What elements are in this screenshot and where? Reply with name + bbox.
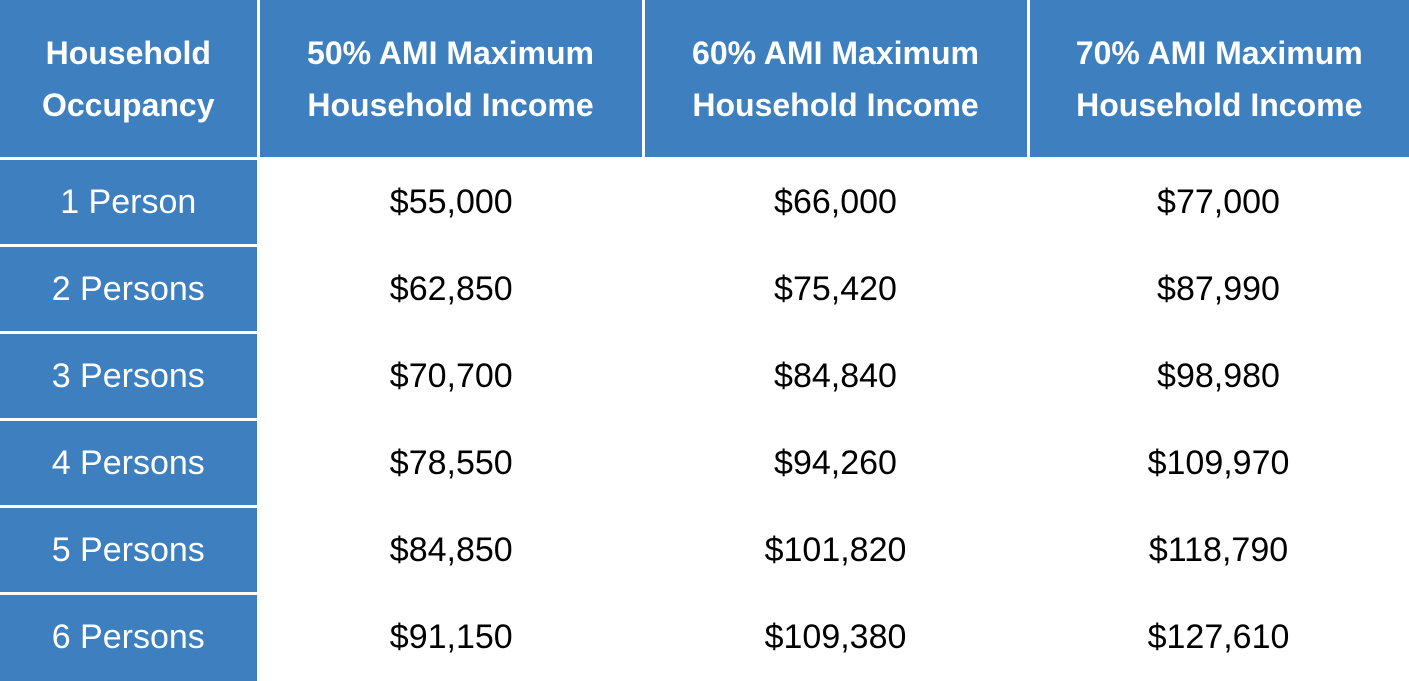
occupancy-cell: 3 Persons — [0, 333, 258, 420]
ami-70-cell: $109,970 — [1028, 420, 1409, 507]
header-line: 60% AMI Maximum — [645, 27, 1027, 79]
header-household-occupancy: Household Occupancy — [0, 0, 258, 159]
ami-60-cell: $109,380 — [643, 594, 1028, 681]
header-60-ami: 60% AMI Maximum Household Income — [643, 0, 1028, 159]
occupancy-cell: 1 Person — [0, 159, 258, 246]
ami-50-cell: $91,150 — [258, 594, 643, 681]
ami-60-cell: $66,000 — [643, 159, 1028, 246]
ami-50-cell: $55,000 — [258, 159, 643, 246]
occupancy-cell: 4 Persons — [0, 420, 258, 507]
header-line: Household Income — [1030, 79, 1409, 131]
occupancy-cell: 5 Persons — [0, 507, 258, 594]
header-row: Household Occupancy 50% AMI Maximum Hous… — [0, 0, 1409, 159]
ami-50-cell: $78,550 — [258, 420, 643, 507]
header-line: Household — [0, 27, 257, 79]
table-row: 3 Persons $70,700 $84,840 $98,980 — [0, 333, 1409, 420]
table-header: Household Occupancy 50% AMI Maximum Hous… — [0, 0, 1409, 159]
ami-70-cell: $77,000 — [1028, 159, 1409, 246]
header-line: 50% AMI Maximum — [260, 27, 642, 79]
header-line: Household Income — [645, 79, 1027, 131]
header-line: 70% AMI Maximum — [1030, 27, 1409, 79]
ami-60-cell: $101,820 — [643, 507, 1028, 594]
ami-60-cell: $84,840 — [643, 333, 1028, 420]
table-row: 6 Persons $91,150 $109,380 $127,610 — [0, 594, 1409, 681]
table-row: 5 Persons $84,850 $101,820 $118,790 — [0, 507, 1409, 594]
header-70-ami: 70% AMI Maximum Household Income — [1028, 0, 1409, 159]
ami-70-cell: $118,790 — [1028, 507, 1409, 594]
ami-70-cell: $87,990 — [1028, 246, 1409, 333]
ami-50-cell: $62,850 — [258, 246, 643, 333]
table-body: 1 Person $55,000 $66,000 $77,000 2 Perso… — [0, 159, 1409, 681]
table-row: 4 Persons $78,550 $94,260 $109,970 — [0, 420, 1409, 507]
table-row: 2 Persons $62,850 $75,420 $87,990 — [0, 246, 1409, 333]
ami-60-cell: $75,420 — [643, 246, 1028, 333]
header-50-ami: 50% AMI Maximum Household Income — [258, 0, 643, 159]
ami-50-cell: $84,850 — [258, 507, 643, 594]
header-line: Occupancy — [0, 79, 257, 131]
occupancy-cell: 2 Persons — [0, 246, 258, 333]
occupancy-cell: 6 Persons — [0, 594, 258, 681]
ami-60-cell: $94,260 — [643, 420, 1028, 507]
table-row: 1 Person $55,000 $66,000 $77,000 — [0, 159, 1409, 246]
ami-70-cell: $98,980 — [1028, 333, 1409, 420]
ami-70-cell: $127,610 — [1028, 594, 1409, 681]
ami-50-cell: $70,700 — [258, 333, 643, 420]
header-line: Household Income — [260, 79, 642, 131]
